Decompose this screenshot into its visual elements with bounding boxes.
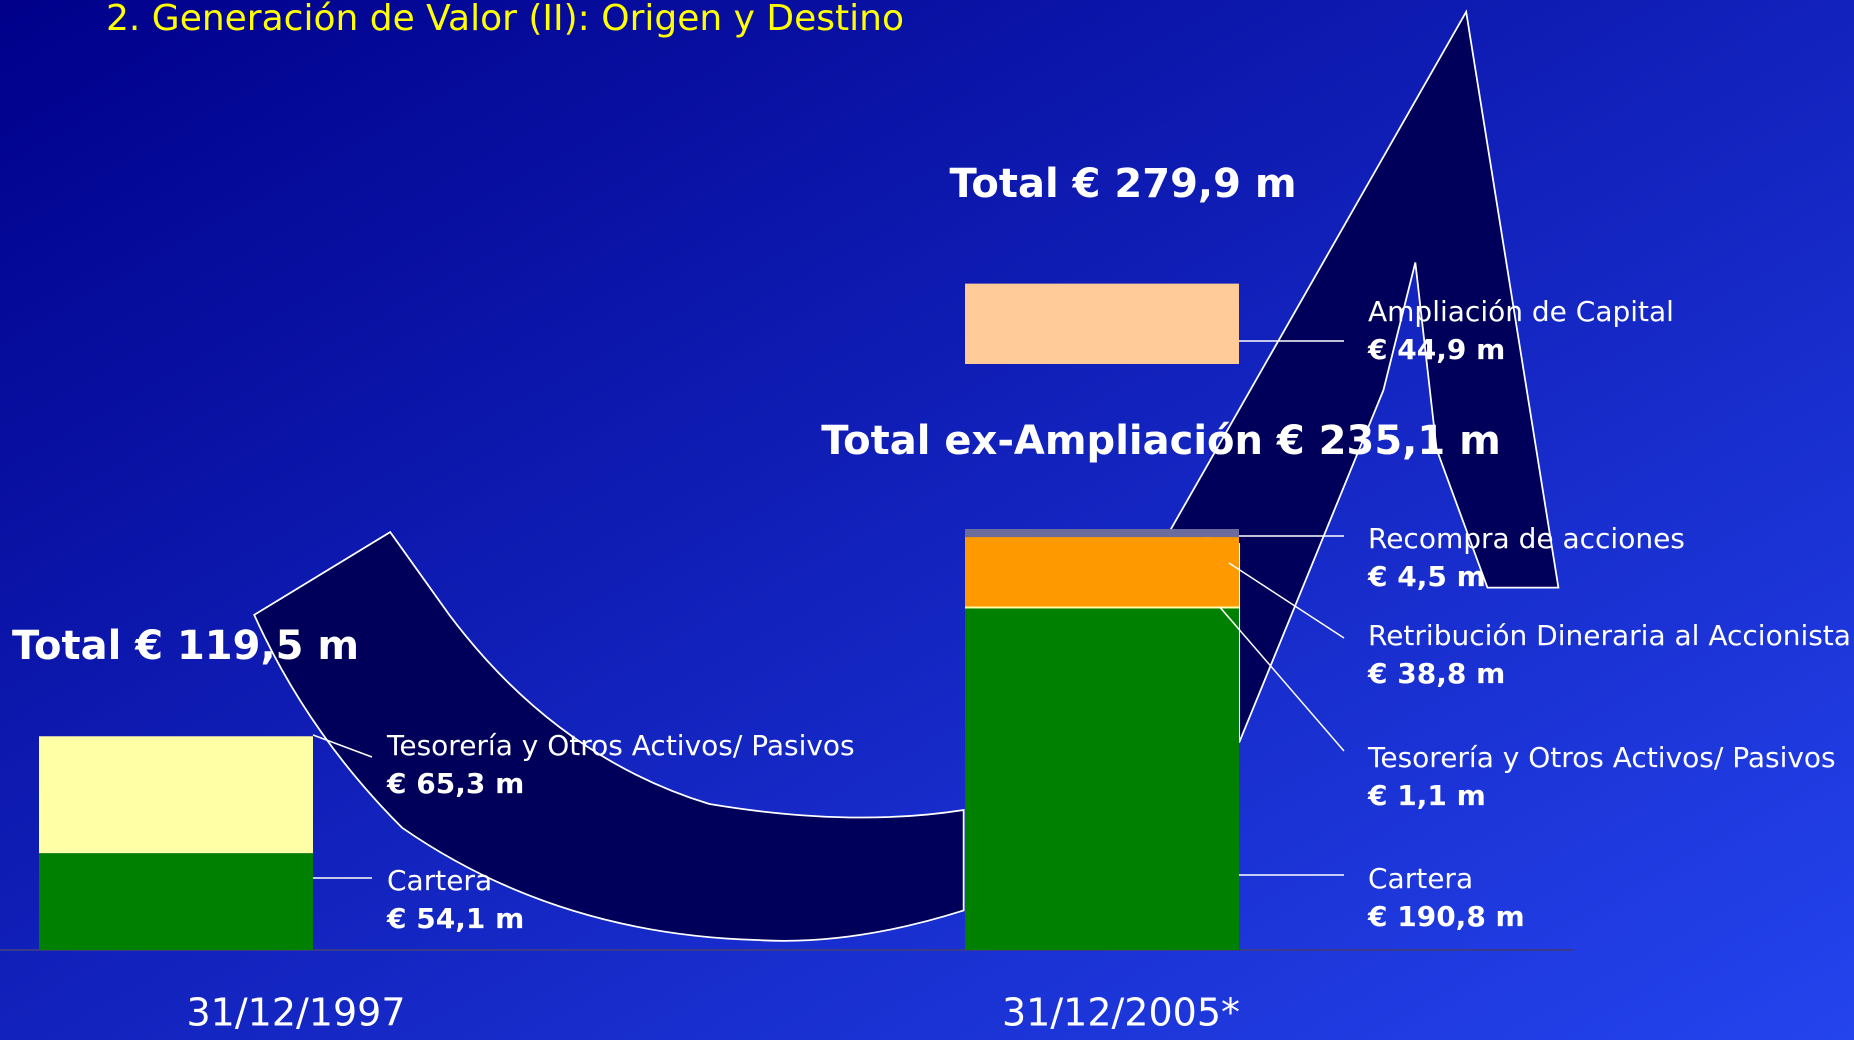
total-label: Total ex-Ampliación € 235,1 m: [821, 418, 1501, 464]
value-label: € 4,5 m: [1367, 560, 1486, 593]
value-label: € 54,1 m: [386, 902, 524, 935]
bar-segment: [965, 284, 1239, 364]
value-label: € 190,8 m: [1367, 900, 1525, 933]
bar-segment: [965, 537, 1239, 606]
series-label: Cartera: [1368, 862, 1473, 895]
value-label: € 1,1 m: [1367, 779, 1486, 812]
total-label: Total € 119,5 m: [12, 623, 359, 669]
bar-segment: [965, 529, 1239, 537]
series-label: Tesorería y Otros Activos/ Pasivos: [386, 729, 855, 762]
value-label: € 65,3 m: [386, 767, 524, 800]
series-label: Retribución Dineraria al Accionista: [1368, 619, 1851, 652]
bar-segment: [39, 736, 313, 853]
x-tick-label: 31/12/1997: [186, 991, 405, 1035]
bar-segment: [965, 608, 1239, 950]
value-label: € 38,8 m: [1367, 657, 1505, 690]
bar-segment: [965, 606, 1239, 608]
total-label: Total € 279,9 m: [949, 161, 1296, 207]
series-label: Ampliación de Capital: [1368, 295, 1674, 328]
series-label: Cartera: [387, 864, 492, 897]
bar-segment: [39, 853, 313, 950]
series-label: Tesorería y Otros Activos/ Pasivos: [1367, 741, 1836, 774]
x-tick-label: 31/12/2005*: [1002, 991, 1240, 1035]
value-label: € 44,9 m: [1367, 333, 1505, 366]
slide: 2. Generación de Valor (II): Origen y De…: [0, 0, 1854, 1040]
slide-title: 2. Generación de Valor (II): Origen y De…: [106, 0, 904, 39]
series-label: Recompra de acciones: [1368, 522, 1685, 555]
